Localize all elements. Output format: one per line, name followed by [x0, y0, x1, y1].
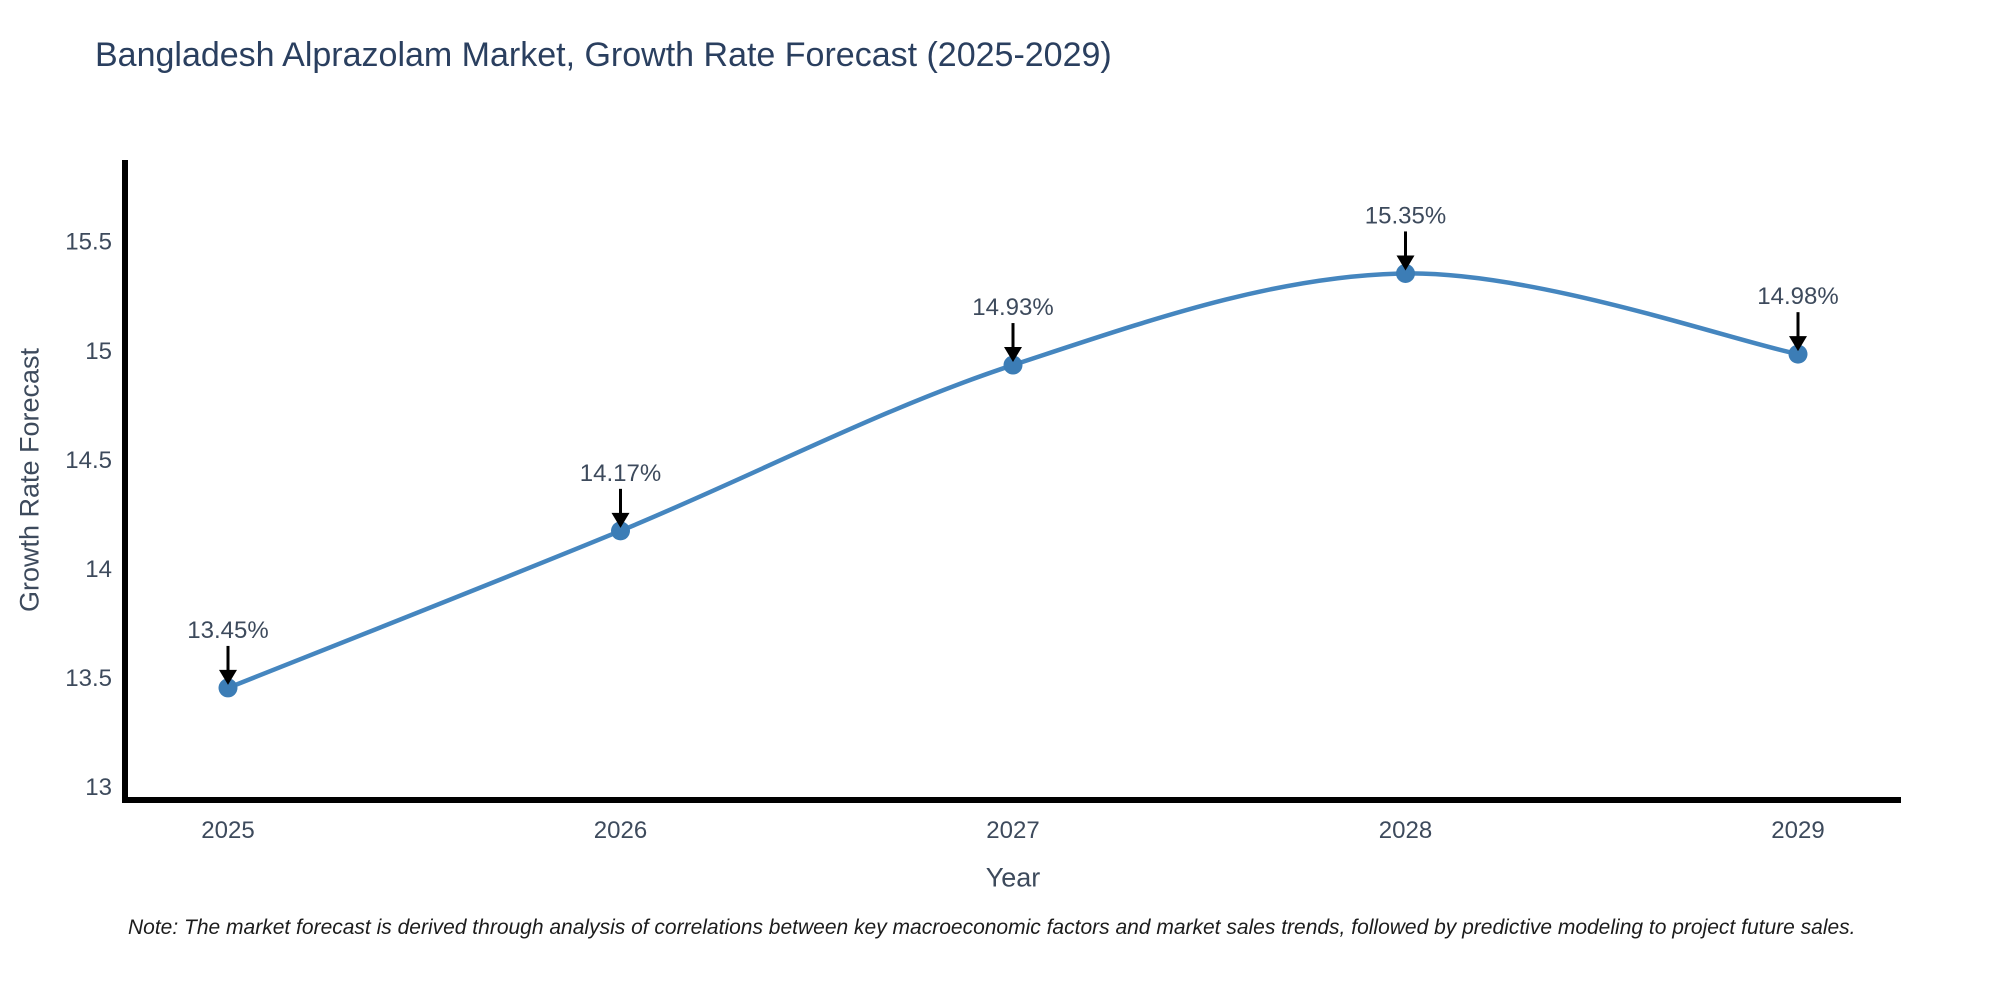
y-axis-spine: [122, 160, 128, 803]
annotation-arrowhead: [219, 669, 237, 685]
data-point-marker: [1788, 344, 1808, 364]
x-tick-label: 2026: [594, 817, 647, 844]
x-tick-label: 2027: [986, 817, 1039, 844]
annotation-arrowhead: [1396, 255, 1415, 271]
y-tick-label: 13.5: [65, 665, 112, 692]
chart-title: Bangladesh Alprazolam Market, Growth Rat…: [95, 36, 1112, 74]
x-tick-label: 2025: [201, 817, 254, 844]
y-tick-label: 14: [85, 556, 112, 583]
data-point-marker: [611, 521, 630, 541]
annotation-label: 14.17%: [580, 460, 661, 487]
annotation-arrowhead: [1004, 347, 1022, 363]
y-tick-label: 15.5: [65, 229, 112, 256]
x-tick-label: 2028: [1379, 817, 1432, 844]
x-axis-spine: [122, 797, 1901, 803]
annotation-arrowhead: [1789, 336, 1807, 352]
x-axis-title: Year: [985, 862, 1041, 893]
annotation-label: 13.45%: [187, 617, 268, 644]
data-point-marker: [1003, 355, 1023, 375]
footnote: Note: The market forecast is derived thr…: [128, 916, 1856, 939]
data-point-marker: [218, 678, 238, 698]
data-point-marker: [1396, 263, 1415, 283]
annotation-label: 14.98%: [1757, 283, 1838, 310]
y-tick-label: 14.5: [65, 447, 112, 474]
y-tick-label: 15: [85, 338, 112, 365]
x-tick-label: 2029: [1771, 817, 1824, 844]
annotation-label: 14.93%: [972, 294, 1053, 321]
y-tick-label: 13: [85, 774, 112, 801]
annotation-label: 15.35%: [1365, 202, 1446, 229]
annotation-arrowhead: [611, 512, 630, 528]
